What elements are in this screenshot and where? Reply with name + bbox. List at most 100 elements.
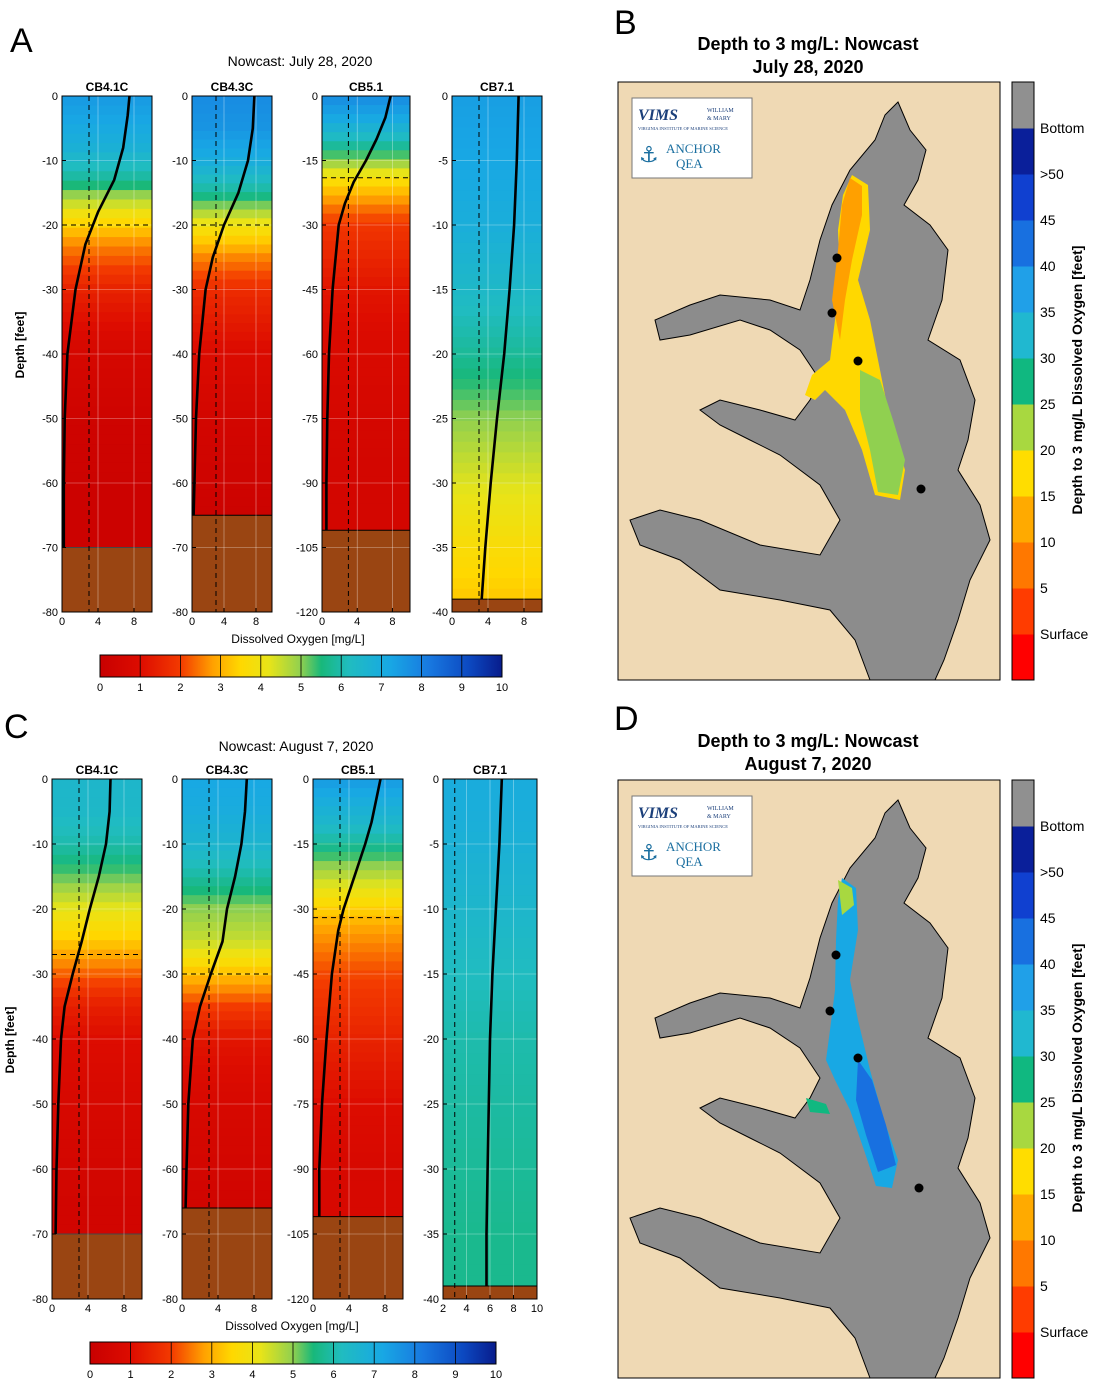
do-colorbar-c-tick-label: 5 (290, 1369, 296, 1381)
do-band (452, 494, 542, 506)
x-tick-label: 8 (521, 616, 527, 628)
do-band (322, 105, 410, 115)
do-band (322, 457, 410, 468)
do-band (62, 246, 152, 257)
y-tick-label: -50 (42, 414, 58, 426)
y-tick-label: -35 (423, 1229, 439, 1241)
y-tick-label: -40 (32, 1034, 48, 1046)
y-tick-label: -60 (162, 1164, 178, 1176)
station-profiles: CB4.1C0-10-20-30-40-50-60-70-800 4 8CB4.3C… (32, 80, 543, 1315)
do-band (322, 240, 410, 251)
do-band (313, 1116, 403, 1127)
do-band (452, 96, 542, 108)
depth-colorbar-d-segment (1012, 1194, 1034, 1241)
do-band (322, 150, 410, 160)
do-colorbar-c-tick-label: 2 (168, 1369, 174, 1381)
station-plot-c-cb43c: CB4.3C0-10-20-30-40-50-60-70-800 4 8 (162, 763, 273, 1315)
do-band (182, 1109, 272, 1120)
y-tick-label: -105 (296, 543, 318, 555)
depth-colorbar-b-label: 25 (1040, 396, 1056, 412)
do-colorbar-a: 0 1 2 3 4 5 6 7 8 9 10 (97, 654, 508, 694)
depth-colorbar-d-segment (1012, 1332, 1034, 1379)
do-band (452, 337, 542, 349)
y-tick-label: -15 (293, 839, 309, 851)
panel-d-logo-subtitle: VIRGINIA INSTITUTE OF MARINE SCIENCE (638, 824, 728, 829)
x-tick-label: 4 (485, 616, 491, 628)
do-profile-line (192, 95, 256, 516)
x-tick-label: 4 (85, 1303, 91, 1315)
x-tick-label: 0 (449, 616, 455, 628)
do-band (62, 293, 152, 304)
y-tick-label: -40 (42, 349, 58, 361)
panel-b-station-cb71 (916, 484, 926, 494)
station-plot-a-cb71: CB7.10-5-10-15-20-25-30-35-400 4 8 (432, 80, 543, 628)
do-band (452, 221, 542, 233)
do-band (62, 105, 152, 116)
y-tick-label: -20 (423, 1034, 439, 1046)
depth-colorbar-d-segment (1012, 872, 1034, 919)
do-band (192, 227, 272, 237)
y-tick-label: -5 (429, 839, 439, 851)
y-tick-label: -45 (293, 969, 309, 981)
depth-colorbar-d-segment (1012, 1056, 1034, 1103)
station-plot-a-cb43c: CB4.3C0-10-20-30-40-50-60-70-800 4 8 (172, 80, 273, 628)
do-band (322, 512, 410, 522)
y-tick-label: -30 (162, 969, 178, 981)
do-band (313, 1043, 403, 1054)
do-band (322, 222, 410, 233)
do-colorbar-a-tick-label: 7 (378, 682, 384, 694)
depth-colorbar-d-segment (1012, 1148, 1034, 1195)
y-tick-label: -60 (293, 1034, 309, 1046)
do-band (192, 305, 272, 315)
do-band (322, 195, 410, 206)
do-band (52, 816, 142, 827)
depth-colorbar-b-segment (1012, 312, 1034, 359)
do-band (62, 415, 152, 426)
do-band (182, 1145, 272, 1155)
y-tick-label: -50 (32, 1099, 48, 1111)
do-band (322, 358, 410, 369)
y-tick-label: -120 (287, 1294, 309, 1306)
do-band (192, 122, 272, 132)
do-band (52, 1082, 142, 1093)
y-tick-label: -60 (32, 1164, 48, 1176)
depth-colorbar-d-label: 25 (1040, 1094, 1056, 1110)
do-band (192, 148, 272, 158)
do-band (192, 218, 272, 228)
do-band (192, 104, 272, 115)
seabed-block (192, 515, 272, 612)
y-tick-label: -40 (423, 1294, 439, 1306)
do-band (322, 204, 410, 215)
depth-colorbar-b-segment (1012, 496, 1034, 543)
panel-d-hypoxia-shallow (838, 880, 854, 915)
do-band (452, 116, 542, 129)
panel-d-logo-wm2: & MARY (707, 814, 732, 820)
do-band (62, 143, 152, 154)
do-band (192, 296, 272, 307)
do-band (182, 922, 272, 932)
do-band (62, 481, 152, 492)
do-band (192, 401, 272, 412)
do-band (322, 141, 410, 151)
y-tick-label: -30 (432, 478, 448, 490)
depth-colorbar-d-label: Bottom (1040, 818, 1084, 834)
depth-colorbar-b-label: 15 (1040, 488, 1056, 504)
y-tick-label: -40 (172, 349, 188, 361)
panel-letter-d: D (614, 700, 639, 738)
do-band (182, 850, 272, 861)
y-tick-label: -20 (42, 220, 58, 232)
do-band (192, 165, 272, 176)
do-band (452, 106, 542, 118)
y-tick-label: -10 (172, 156, 188, 168)
depth-colorbar-b-label: 30 (1040, 350, 1056, 366)
panel-d-hypoxia-deep (856, 1060, 896, 1172)
do-band (182, 841, 272, 852)
do-band (192, 489, 272, 499)
do-profile-line (62, 95, 131, 548)
do-band (322, 340, 410, 350)
do-band (62, 528, 152, 539)
do-band (322, 476, 410, 486)
do-band (192, 454, 272, 464)
